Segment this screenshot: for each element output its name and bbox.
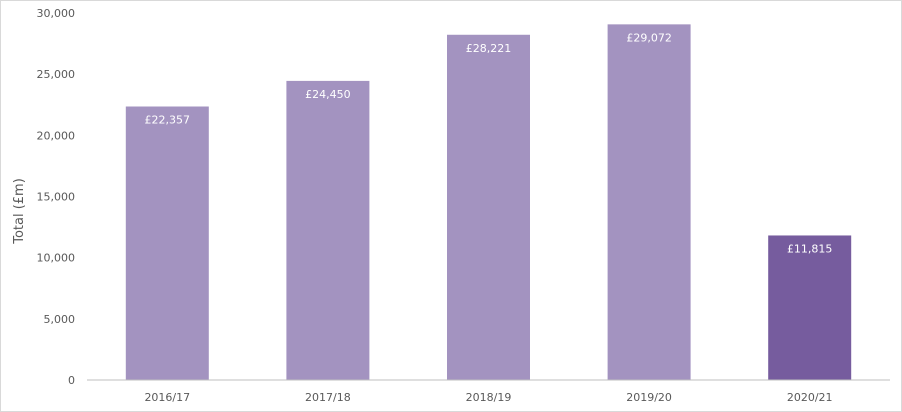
y-tick-label: 5,000 [44, 313, 76, 326]
bar [447, 34, 530, 381]
y-tick-label: 0 [68, 374, 75, 387]
x-tick-label: 2017/18 [305, 391, 351, 404]
x-tick-label: 2019/20 [626, 391, 672, 404]
bar [768, 235, 852, 380]
y-tick-label: 25,000 [37, 68, 76, 81]
y-axis: 0 5,000 10,000 15,000 20,000 25,000 30,000 [37, 7, 76, 387]
x-axis: 2016/17 2017/18 2018/19 2019/20 2020/21 [144, 391, 832, 404]
y-tick-label: 10,000 [37, 252, 76, 265]
bar-value-label: £11,815 [787, 242, 833, 255]
bars: £22,357 £24,450 £28,221 £29,072 £11,815 [125, 24, 852, 381]
bar-value-label: £22,357 [145, 113, 191, 126]
bar [607, 24, 691, 380]
bar-value-label: £28,221 [466, 42, 512, 55]
x-tick-label: 2016/17 [144, 391, 190, 404]
bar-value-label: £24,450 [305, 88, 351, 101]
y-tick-label: 15,000 [37, 191, 76, 204]
y-tick-label: 20,000 [37, 129, 76, 142]
y-axis-title: Total (£m) [12, 178, 27, 245]
x-tick-label: 2018/19 [466, 391, 512, 404]
x-tick-label: 2020/21 [787, 391, 833, 404]
bar [286, 80, 370, 381]
bar [125, 106, 209, 381]
y-tick-label: 30,000 [37, 7, 76, 20]
bar-value-label: £29,072 [626, 31, 672, 44]
